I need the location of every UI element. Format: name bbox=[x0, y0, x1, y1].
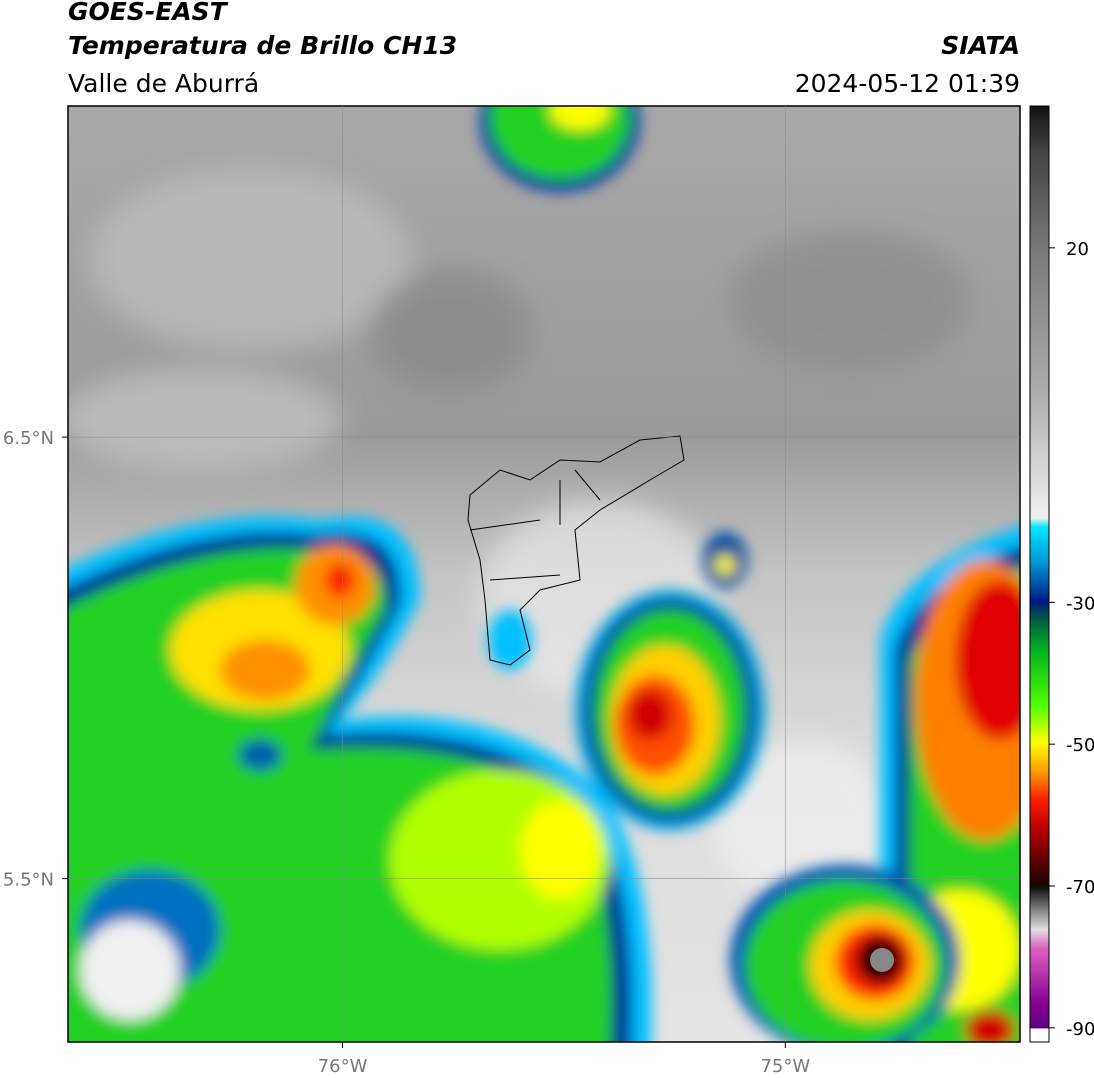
product: Temperatura de Brillo CH13 bbox=[68, 31, 457, 60]
lon-tick-label: 75°W bbox=[760, 1056, 810, 1077]
lon-tick-label: 76°W bbox=[318, 1056, 368, 1077]
source: SIATA bbox=[941, 31, 1020, 60]
colorbar-tick-label: -50 bbox=[1066, 735, 1094, 756]
region: Valle de Aburrá bbox=[68, 69, 259, 98]
timestamp: 2024-05-12 01:39 bbox=[795, 69, 1020, 98]
lat-tick-label: 6.5°N bbox=[3, 428, 54, 449]
lat-tick-label: 5.5°N bbox=[3, 870, 54, 891]
colorbar-tick-label: -70 bbox=[1066, 877, 1094, 898]
map-frame bbox=[67, 105, 1021, 1043]
colorbar-tick-label: 20 bbox=[1066, 239, 1089, 260]
colorbar-tick-label: -90 bbox=[1066, 1019, 1094, 1040]
satellite: GOES-EAST bbox=[68, 0, 229, 26]
colorbar-tick-label: -30 bbox=[1066, 593, 1094, 614]
imagery bbox=[68, 106, 1020, 1042]
colorbar bbox=[1029, 105, 1050, 1043]
